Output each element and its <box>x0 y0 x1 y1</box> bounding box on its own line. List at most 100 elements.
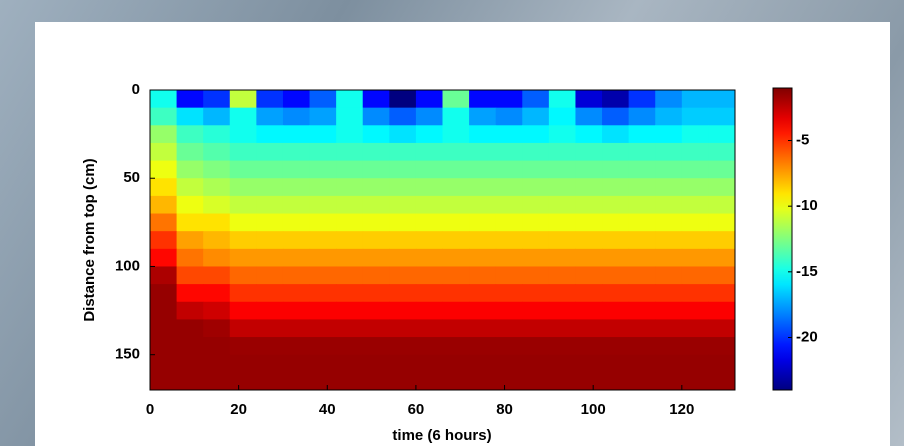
heatmap-cell <box>495 107 523 126</box>
heatmap-cell <box>575 107 603 126</box>
heatmap-cell <box>362 266 390 285</box>
heatmap-cell <box>575 266 603 285</box>
heatmap-cell <box>655 354 683 373</box>
heatmap-cell <box>469 213 497 232</box>
heatmap-cell <box>256 125 284 144</box>
heatmap-cell <box>495 160 523 179</box>
heatmap-cell <box>522 248 550 267</box>
heatmap-cell <box>282 213 311 232</box>
heatmap-cell <box>469 248 497 267</box>
heatmap-cell <box>256 354 284 373</box>
heatmap-cell <box>389 231 417 250</box>
heatmap-cell <box>522 125 550 144</box>
heatmap-cell <box>229 178 257 197</box>
heatmap-cell <box>708 90 736 109</box>
heatmap-cell <box>442 142 470 162</box>
heatmap-cell <box>469 337 497 356</box>
heatmap-cell <box>548 248 576 267</box>
heatmap-cell <box>495 248 523 267</box>
heatmap-cell <box>282 231 311 250</box>
heatmap-cell <box>256 231 284 250</box>
heatmap-cell <box>229 231 257 250</box>
heatmap-cell <box>522 354 550 373</box>
heatmap-cell <box>336 266 364 285</box>
heatmap-cell <box>681 319 709 338</box>
heatmap-cell <box>681 107 709 126</box>
heatmap-cell <box>309 337 337 356</box>
colorbar-tick-label: -15 <box>796 263 818 280</box>
heatmap-cell <box>415 248 443 267</box>
heatmap-cell <box>655 284 683 303</box>
heatmap-cell <box>203 125 231 144</box>
heatmap-cell <box>229 90 257 109</box>
heatmap-cell <box>336 319 364 338</box>
heatmap-cell <box>309 178 337 197</box>
heatmap-cell <box>708 372 736 391</box>
heatmap-cell <box>282 248 311 267</box>
heatmap-cell <box>389 178 417 197</box>
heatmap-cell <box>442 125 470 144</box>
heatmap-cell <box>282 337 311 356</box>
heatmap-cell <box>548 337 576 356</box>
heatmap-cell <box>336 337 364 356</box>
heatmap-cell <box>655 372 683 391</box>
heatmap-cell <box>522 337 550 356</box>
x-tick-label: 80 <box>496 401 513 418</box>
heatmap-cell <box>442 337 470 356</box>
heatmap-cell <box>415 90 443 109</box>
heatmap-cell <box>229 160 257 179</box>
heatmap-cell <box>575 301 603 320</box>
heatmap-cell <box>575 319 603 338</box>
heatmap-cell <box>681 213 709 232</box>
heatmap-cell <box>548 125 576 144</box>
heatmap-cell <box>575 284 603 303</box>
heatmap-cell <box>256 301 284 320</box>
x-tick-label: 20 <box>230 401 247 418</box>
heatmap-cell <box>309 195 337 215</box>
heatmap-cell <box>655 301 683 320</box>
heatmap-cell <box>229 372 257 391</box>
heatmap-cell <box>708 284 736 303</box>
heatmap-cell <box>229 354 257 373</box>
heatmap-cell <box>628 354 656 373</box>
heatmap-cell <box>176 248 204 267</box>
heatmap-cell <box>362 160 390 179</box>
heatmap-cell <box>522 107 550 126</box>
heatmap-cell <box>282 178 311 197</box>
heatmap-cell <box>495 125 523 144</box>
heatmap-cell <box>362 319 390 338</box>
heatmap-cell <box>389 301 417 320</box>
heatmap-cell <box>150 107 178 126</box>
heatmap-cell <box>203 90 231 109</box>
heatmap-cell <box>176 142 204 162</box>
heatmap-cell <box>469 160 497 179</box>
heatmap-cell <box>548 90 576 109</box>
heatmap-cell <box>415 195 443 215</box>
heatmap-cell <box>282 125 311 144</box>
heatmap-cell <box>415 142 443 162</box>
x-tick-label: 100 <box>581 401 606 418</box>
heatmap-cell <box>681 266 709 285</box>
heatmap-cell <box>150 372 178 391</box>
heatmap-cell <box>389 354 417 373</box>
heatmap-cell <box>469 107 497 126</box>
heatmap-cell <box>229 337 257 356</box>
heatmap-cell <box>575 231 603 250</box>
heatmap-cell <box>229 107 257 126</box>
plot-frame <box>149 89 736 391</box>
heatmap-cell <box>602 354 630 373</box>
heatmap-cell <box>602 248 630 267</box>
heatmap-cell <box>362 213 390 232</box>
heatmap-cell <box>708 160 736 179</box>
heatmap-cell <box>362 142 390 162</box>
heatmap-cell <box>415 266 443 285</box>
heatmap-cell <box>602 90 630 109</box>
heatmap-cell <box>256 90 284 109</box>
heatmap-cell <box>176 372 204 391</box>
x-tick-label: 0 <box>146 401 154 418</box>
heatmap-cell <box>282 195 311 215</box>
heatmap-cell <box>150 213 178 232</box>
heatmap-cell <box>309 231 337 250</box>
heatmap-cell <box>655 248 683 267</box>
